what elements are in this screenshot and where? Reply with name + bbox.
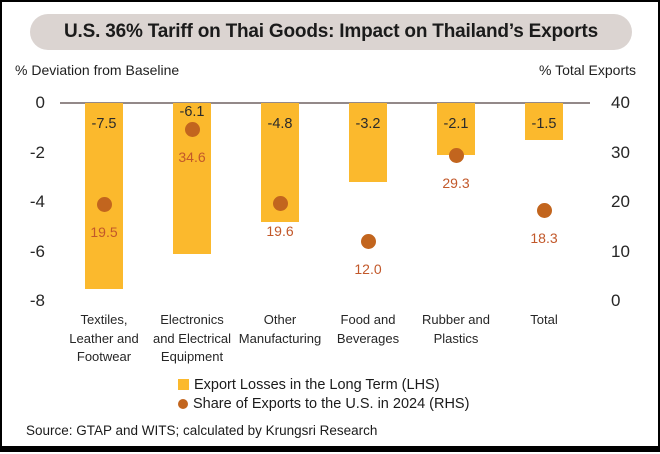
- legend-item-label: Share of Exports to the U.S. in 2024 (RH…: [193, 395, 470, 412]
- right-axis-title: % Total Exports: [538, 62, 636, 78]
- category-label-line: Plastics: [433, 330, 479, 346]
- category-label: Textiles, Leather and Footwear: [56, 311, 152, 367]
- category-label-line: Textiles,: [80, 312, 128, 327]
- y-axis-tick-right: 30: [611, 142, 630, 162]
- dot: [360, 234, 376, 250]
- y-axis-tick-right: 0: [611, 291, 621, 310]
- dot: [184, 122, 200, 138]
- dot: [96, 196, 112, 212]
- bar-value-label: -4.8: [267, 116, 293, 132]
- dot-value-label: 12.0: [354, 261, 382, 278]
- category-label: Other Manufacturing: [232, 311, 328, 348]
- y-axis-tick-right: 20: [611, 192, 630, 211]
- y-axis-tick-right: 40: [611, 93, 630, 112]
- category-label-line: Equipment: [160, 349, 224, 364]
- border-right: [658, 0, 660, 452]
- category-label-line: and Electrical: [152, 330, 232, 346]
- y-axis-tick-left: -2: [29, 142, 45, 162]
- bar: [85, 103, 123, 289]
- category-label-line: Total: [530, 312, 558, 327]
- bar: [525, 103, 563, 141]
- category-label: Rubber and Plastics: [408, 311, 504, 348]
- legend: Export Losses in the Long Term (LHS) Shar…: [178, 375, 469, 413]
- border-left: [0, 0, 2, 452]
- bar: [349, 103, 387, 183]
- category-label-line: Food and: [340, 312, 396, 327]
- dot-value-label: 19.5: [90, 223, 118, 240]
- legend-item: Export Losses in the Long Term (LHS): [178, 375, 469, 394]
- dot-value-label: 29.3: [442, 175, 470, 192]
- category-label: Electronics and Electrical Equipment: [144, 311, 240, 367]
- dot-value-label: 19.6: [266, 223, 294, 240]
- zero-baseline: [60, 102, 590, 104]
- category-label-line: Footwear: [76, 349, 132, 364]
- dot: [272, 196, 288, 212]
- source-note: Source: GTAP and WITS; calculated by Kru…: [26, 423, 378, 438]
- category-label-line: Other: [263, 312, 297, 327]
- category-label: Total: [496, 311, 592, 330]
- bar-value-label: -2.1: [443, 116, 469, 132]
- legend-item-label: Export Losses in the Long Term (LHS): [194, 376, 440, 393]
- dot-value-label: 18.3: [530, 229, 558, 246]
- y-axis-tick-left: -8: [29, 291, 45, 310]
- legend-item: Share of Exports to the U.S. in 2024 (RH…: [178, 394, 469, 413]
- category-label-line: Manufacturing: [238, 330, 322, 346]
- chart-title: U.S. 36% Tariff on Thai Goods: Impact on…: [64, 21, 598, 42]
- category-label: Food and Beverages: [320, 311, 416, 348]
- y-axis-tick-left: -6: [29, 241, 45, 261]
- y-axis-tick-right: 10: [611, 241, 630, 261]
- chart-title-banner: U.S. 36% Tariff on Thai Goods: Impact on…: [30, 14, 632, 50]
- dot-value-label: 34.6: [178, 149, 206, 166]
- category-label-line: Leather and: [69, 330, 139, 346]
- left-axis-title: % Deviation from Baseline: [15, 62, 180, 78]
- dot: [448, 148, 464, 164]
- y-axis-tick-left: -4: [29, 192, 45, 211]
- border-bottom: [0, 446, 660, 452]
- category-label-line: Electronics: [160, 312, 224, 327]
- legend-bar-swatch-icon: [178, 379, 189, 390]
- dot: [536, 202, 552, 218]
- bar-value-label: -1.5: [531, 116, 557, 132]
- legend-dot-swatch-icon: [178, 398, 188, 409]
- bar-value-label: -3.2: [355, 116, 381, 132]
- bar-value-label: -6.1: [179, 104, 205, 120]
- bar-value-label: -7.5: [91, 116, 117, 132]
- border-top: [0, 0, 660, 2]
- category-label-line: Rubber and: [422, 312, 490, 327]
- y-axis-tick-left: 0: [35, 93, 45, 112]
- category-label-line: Beverages: [336, 330, 400, 346]
- bar: [437, 103, 475, 155]
